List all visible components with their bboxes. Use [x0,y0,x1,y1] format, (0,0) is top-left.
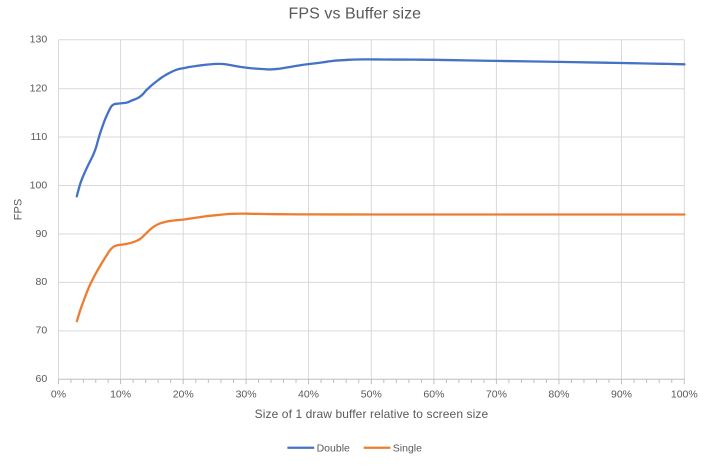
svg-text:80: 80 [36,276,48,288]
svg-text:0%: 0% [51,389,66,401]
svg-text:90%: 90% [611,389,632,401]
svg-text:50%: 50% [361,389,382,401]
svg-text:FPS vs Buffer size: FPS vs Buffer size [289,6,422,23]
svg-text:30%: 30% [236,389,257,401]
svg-text:110: 110 [30,131,47,143]
svg-text:60: 60 [36,373,48,385]
svg-text:40%: 40% [298,389,319,401]
svg-text:90: 90 [36,228,48,240]
svg-text:100: 100 [30,179,48,191]
svg-text:Single: Single [393,442,422,454]
svg-text:10%: 10% [110,389,131,401]
svg-text:70: 70 [36,325,48,337]
svg-text:Size of 1 draw buffer relative: Size of 1 draw buffer relative to screen… [255,407,489,421]
svg-text:100%: 100% [671,389,698,401]
svg-text:80%: 80% [548,389,569,401]
svg-text:FPS: FPS [13,199,25,220]
svg-text:60%: 60% [423,389,444,401]
svg-text:130: 130 [30,34,48,46]
svg-text:70%: 70% [486,389,507,401]
svg-text:120: 120 [30,83,48,95]
svg-text:Double: Double [317,442,350,454]
svg-text:20%: 20% [173,389,194,401]
